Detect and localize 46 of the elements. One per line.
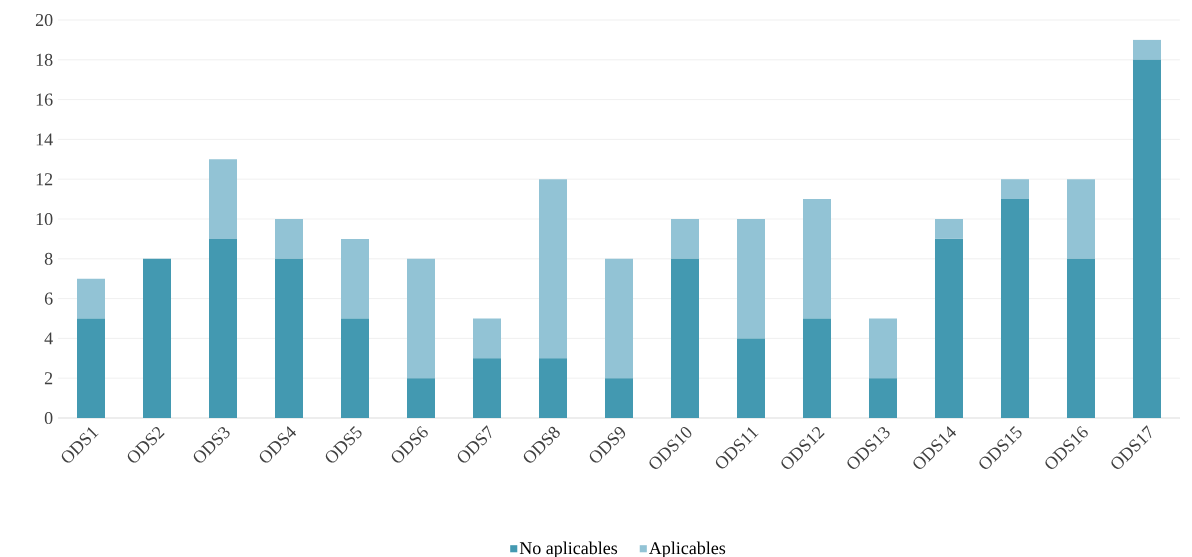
bar	[802, 318, 831, 418]
bar	[407, 378, 435, 418]
bar	[1000, 199, 1029, 418]
bar	[209, 159, 237, 239]
bar	[77, 278, 105, 319]
bar	[143, 258, 171, 418]
y-tick-label: 16	[36, 93, 53, 106]
bar	[737, 219, 765, 339]
bar	[671, 219, 699, 259]
y-tick-label: 4	[44, 332, 53, 345]
y-tick-label: 0	[44, 411, 53, 425]
bar	[868, 318, 897, 379]
bar	[341, 238, 369, 319]
bar	[473, 318, 501, 359]
bar	[539, 358, 567, 418]
bar	[934, 238, 963, 418]
bar	[605, 378, 633, 418]
bar	[1132, 59, 1161, 418]
bar	[868, 378, 897, 418]
y-tick-label: 2	[44, 372, 53, 385]
bar	[671, 258, 699, 418]
bar	[275, 258, 303, 418]
bar	[1132, 39, 1161, 60]
bar	[473, 358, 501, 418]
y-tick-label: 14	[36, 133, 53, 146]
y-tick-label: 10	[36, 212, 53, 226]
bar	[737, 338, 765, 418]
y-tick-label: 12	[36, 173, 53, 186]
y-tick-label: 6	[44, 292, 53, 305]
bar	[934, 219, 963, 239]
bar	[539, 179, 567, 359]
bar	[802, 199, 831, 319]
bar	[605, 258, 633, 379]
bar	[77, 318, 105, 418]
bar	[1000, 179, 1029, 200]
bar	[209, 238, 237, 418]
y-tick-label: 8	[44, 252, 53, 265]
bar	[1066, 179, 1095, 259]
y-tick-label: 18	[36, 53, 53, 66]
legend-label: No aplicables	[519, 541, 618, 557]
legend-label: Aplicables	[648, 541, 726, 557]
bar	[1066, 258, 1095, 418]
y-tick-label: 20	[35, 13, 53, 27]
bar	[407, 258, 435, 379]
bar	[275, 219, 303, 259]
bar	[341, 318, 369, 418]
